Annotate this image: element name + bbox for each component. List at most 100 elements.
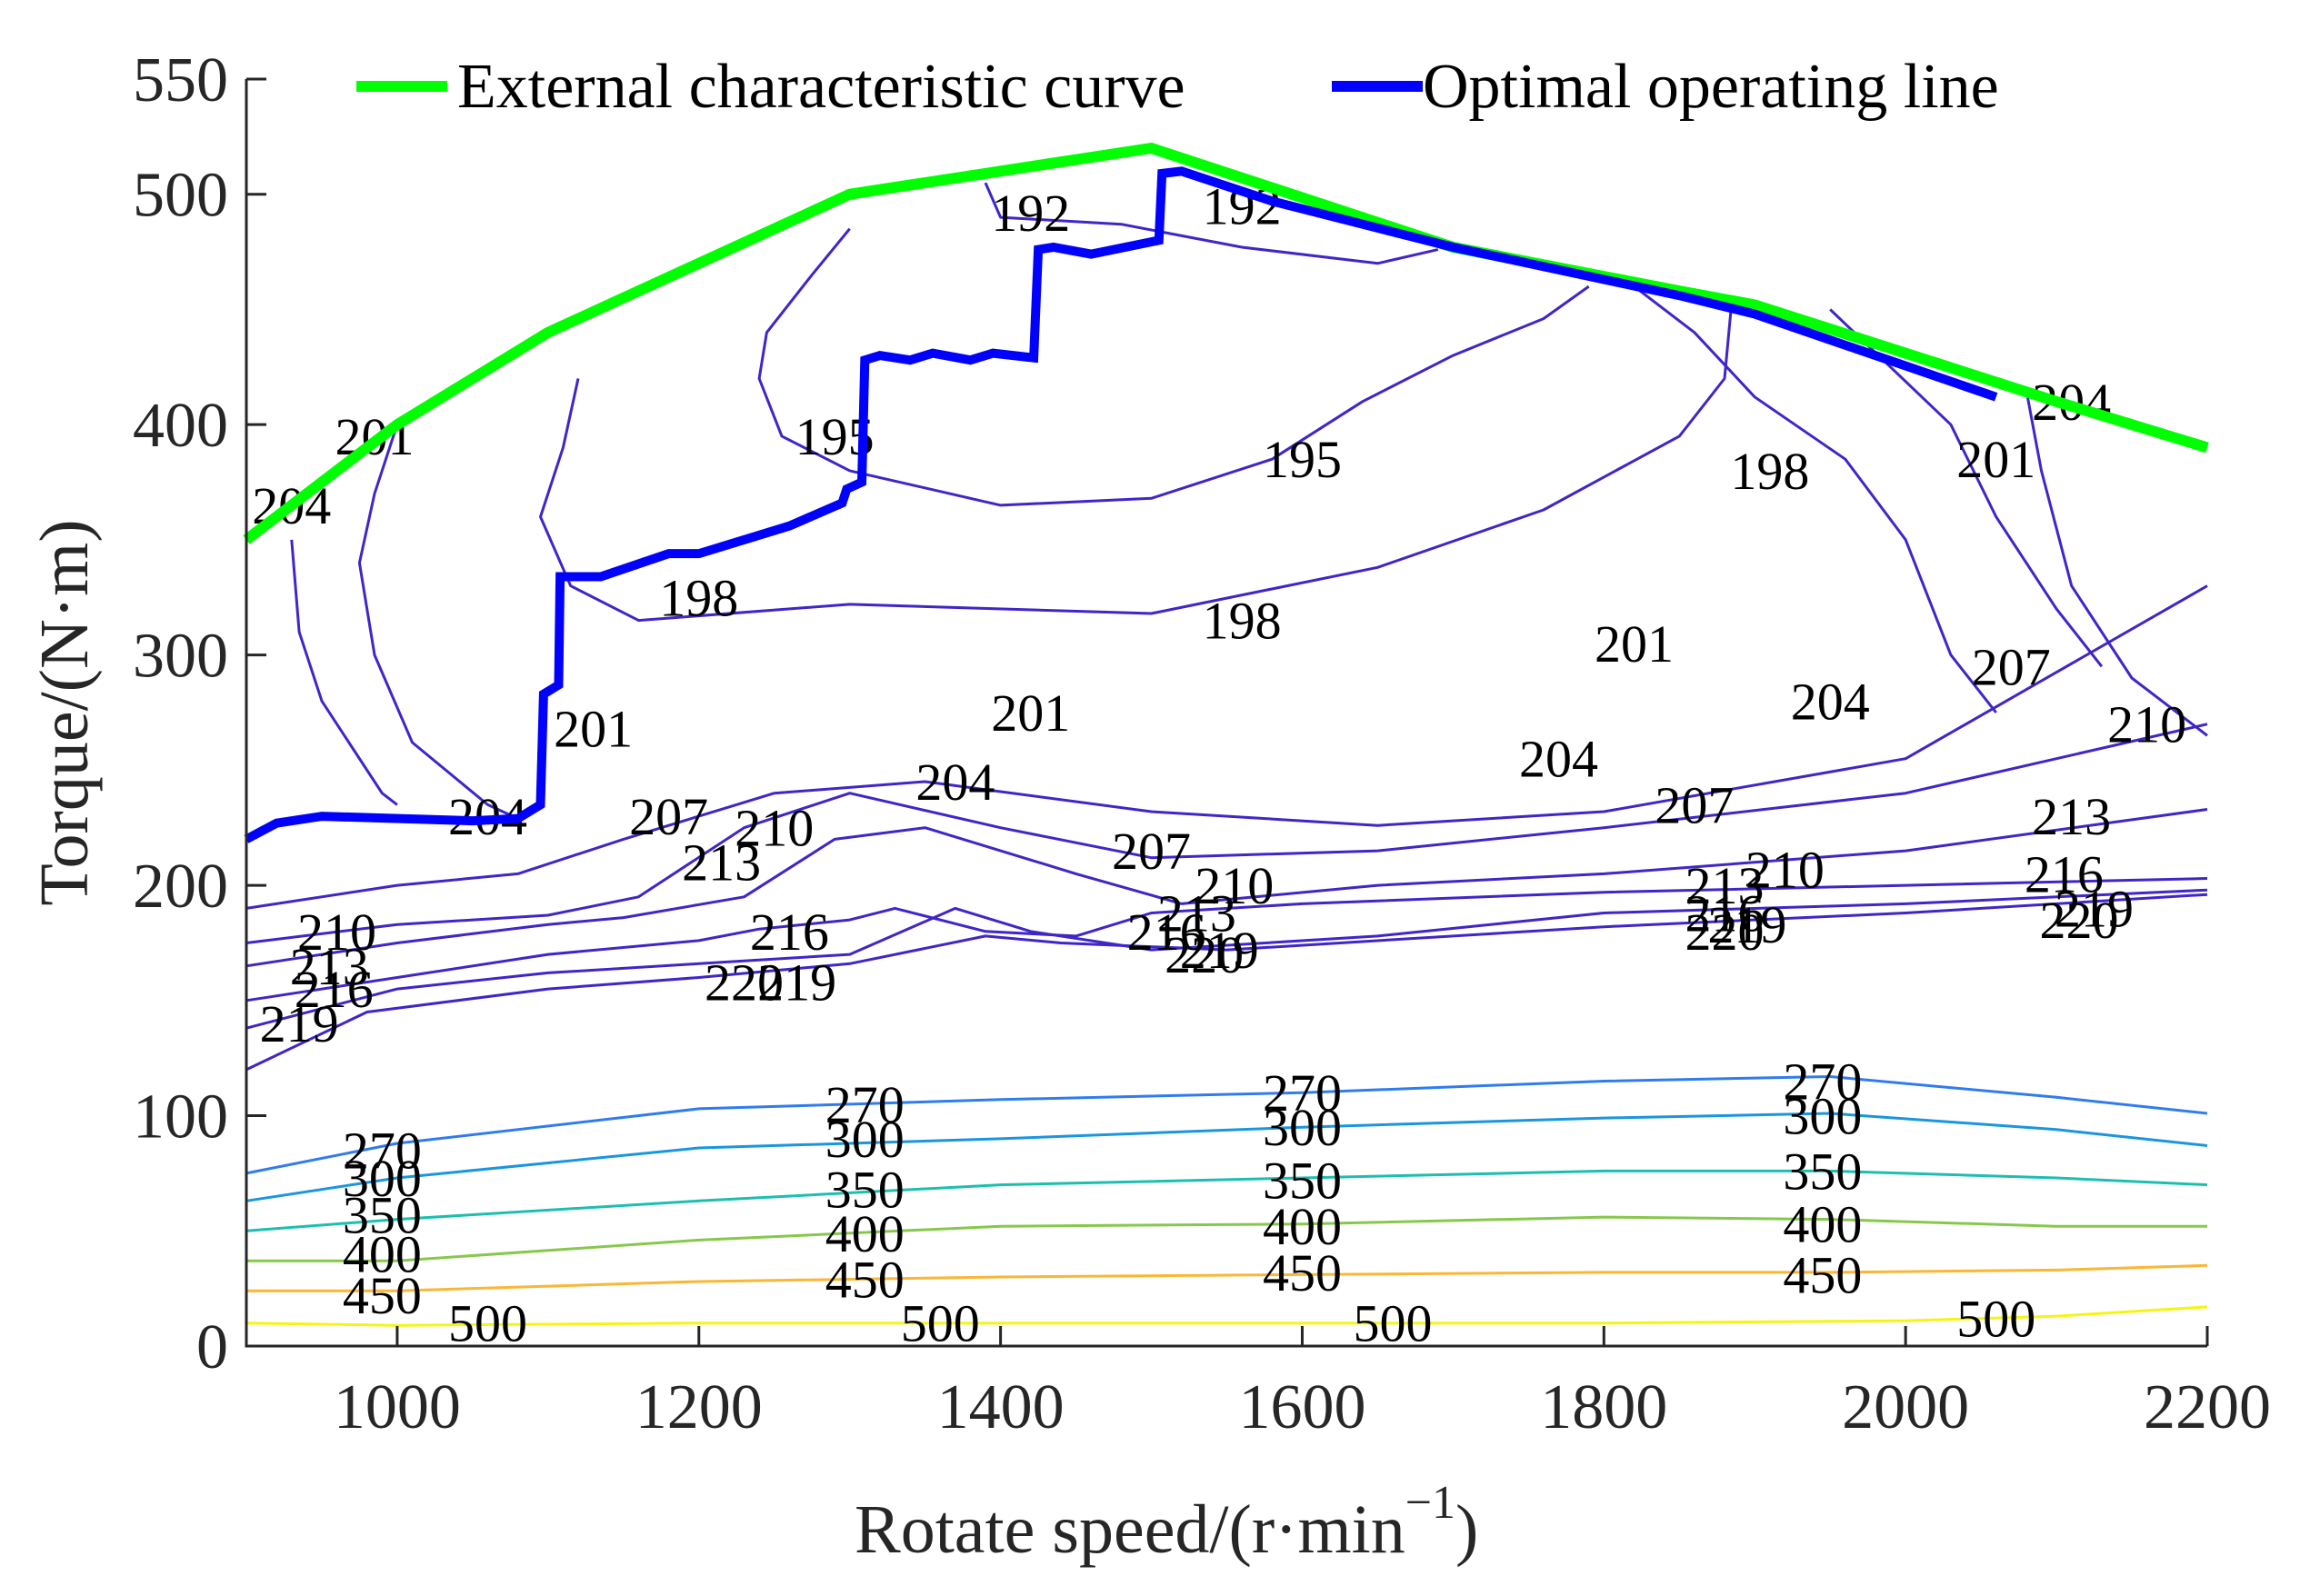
- contour-label: 270: [1263, 1063, 1342, 1122]
- contour-line: [1829, 308, 2104, 668]
- contour-label: 400: [1263, 1197, 1342, 1256]
- contour-label: 270: [825, 1075, 905, 1134]
- contour-label: 500: [448, 1294, 527, 1353]
- contour-line: [245, 584, 2208, 910]
- contour-label: 500: [1956, 1290, 2035, 1349]
- x-axis-title: Rotate speed/(r·min−1): [855, 1477, 1478, 1568]
- contour-label: 400: [825, 1204, 905, 1263]
- axes: 1000 1200 1400 1600 1800 2000 2200 0 100 200 300 40…: [133, 45, 2271, 1442]
- contour-label: 198: [1203, 592, 1282, 651]
- contour-line: [245, 723, 2208, 944]
- contour-label: 216: [2025, 844, 2104, 903]
- y-tick-label: 500: [133, 161, 228, 231]
- contour-label: 220: [2039, 891, 2118, 950]
- contour-line: [245, 1075, 2208, 1175]
- contour-line: [539, 297, 1734, 623]
- contour-label: 300: [343, 1149, 422, 1208]
- contour-label: 270: [343, 1122, 422, 1181]
- legend-label: External characteristic curve: [457, 52, 1185, 122]
- contour-label: 400: [1783, 1195, 1862, 1254]
- contour-label: 210: [1195, 856, 1274, 915]
- contour-label: 195: [1263, 430, 1342, 489]
- contour-label: 220: [705, 953, 784, 1012]
- contour-label: 213: [1685, 856, 1765, 915]
- contour-line: [2025, 389, 2208, 737]
- contour-line: [1633, 284, 1997, 713]
- contour-line: [757, 227, 1590, 507]
- x-tick-label: 1200: [635, 1372, 763, 1442]
- x-tick-label: 1400: [937, 1372, 1065, 1442]
- contour-label: 204: [1519, 730, 1598, 789]
- y-tick-label: 400: [133, 391, 228, 461]
- contour-label: 216: [1127, 903, 1206, 962]
- contour-label: 201: [1595, 614, 1674, 673]
- contour-label: 207: [629, 787, 708, 846]
- contour-label: 210: [1745, 840, 1825, 899]
- y-tick-label: 300: [133, 622, 228, 692]
- contour-label: 192: [991, 184, 1070, 243]
- contour-line: [245, 808, 2208, 968]
- contour-label: 219: [260, 994, 339, 1053]
- contour-label: 400: [343, 1225, 422, 1284]
- contour-label: 210: [2107, 695, 2186, 754]
- contour-label: 198: [659, 568, 738, 627]
- contour-label: 204: [915, 753, 995, 812]
- x-tick-label: 2200: [2144, 1372, 2271, 1442]
- contour-label: 219: [2055, 879, 2134, 938]
- contour-label: 213: [2032, 787, 2111, 846]
- contour-label: 350: [343, 1186, 422, 1245]
- x-tick-label: 1000: [334, 1372, 461, 1442]
- contour-line: [245, 877, 2208, 1002]
- y-axis-title: Torque/(N·m): [26, 519, 103, 905]
- contour-label: 300: [1783, 1087, 1862, 1146]
- contour-line: [245, 888, 2208, 1030]
- contour-label: 450: [1783, 1245, 1862, 1304]
- external-characteristic-curve: [243, 142, 2209, 544]
- contour-label: 201: [554, 700, 633, 759]
- legend-label: Optimal operating line: [1423, 52, 1999, 122]
- contour-label: 213: [290, 937, 369, 996]
- data-series: [243, 142, 2209, 843]
- contour-lines: [245, 182, 2208, 1327]
- contour-line: [245, 1305, 2208, 1327]
- contour-line: [245, 893, 2208, 1072]
- y-tick-label: 550: [133, 45, 228, 115]
- contour-label: 350: [1783, 1142, 1862, 1201]
- y-tick-label: 200: [133, 852, 228, 922]
- contour-label: 207: [1112, 822, 1191, 881]
- contour-line: [246, 1263, 2208, 1292]
- contour-line: [290, 539, 398, 806]
- x-tick-label: 1600: [1238, 1372, 1365, 1442]
- contour-label: 201: [991, 683, 1070, 743]
- contour-label: 213: [682, 833, 761, 893]
- contour-label: 350: [825, 1161, 905, 1220]
- x-tick-label: 1800: [1540, 1372, 1667, 1442]
- contour-label: 198: [1730, 442, 1809, 501]
- contour-line: [357, 424, 519, 820]
- contour-label: 500: [1354, 1294, 1433, 1353]
- contour-label: 220: [1165, 925, 1244, 984]
- y-tick-label: 100: [133, 1082, 228, 1152]
- contour-line: [984, 182, 1439, 265]
- contour-label: 500: [901, 1294, 980, 1353]
- contour-label: 210: [297, 903, 376, 962]
- contour-label: 216: [1685, 884, 1765, 943]
- contour-label: 213: [1157, 884, 1236, 943]
- contour-label: 350: [1263, 1152, 1342, 1211]
- contour-label: 207: [1655, 775, 1734, 834]
- contour-label: 210: [735, 799, 814, 858]
- contour-label: 216: [750, 903, 829, 962]
- contour-label: 220: [1685, 903, 1765, 962]
- contour-label: 450: [343, 1266, 422, 1325]
- legend: External characteristic curve Optimal ope…: [356, 52, 1999, 122]
- contour-line: [245, 1169, 2208, 1232]
- contour-label: 201: [1956, 430, 2035, 489]
- contour-label: 270: [1783, 1052, 1862, 1112]
- contour-label: 450: [825, 1250, 905, 1309]
- contour-line: [245, 1112, 2208, 1202]
- contour-label: 219: [1180, 921, 1259, 980]
- contour-label: 207: [1972, 637, 2051, 696]
- contour-label: 450: [1263, 1243, 1342, 1302]
- x-tick-label: 2000: [1842, 1372, 1969, 1442]
